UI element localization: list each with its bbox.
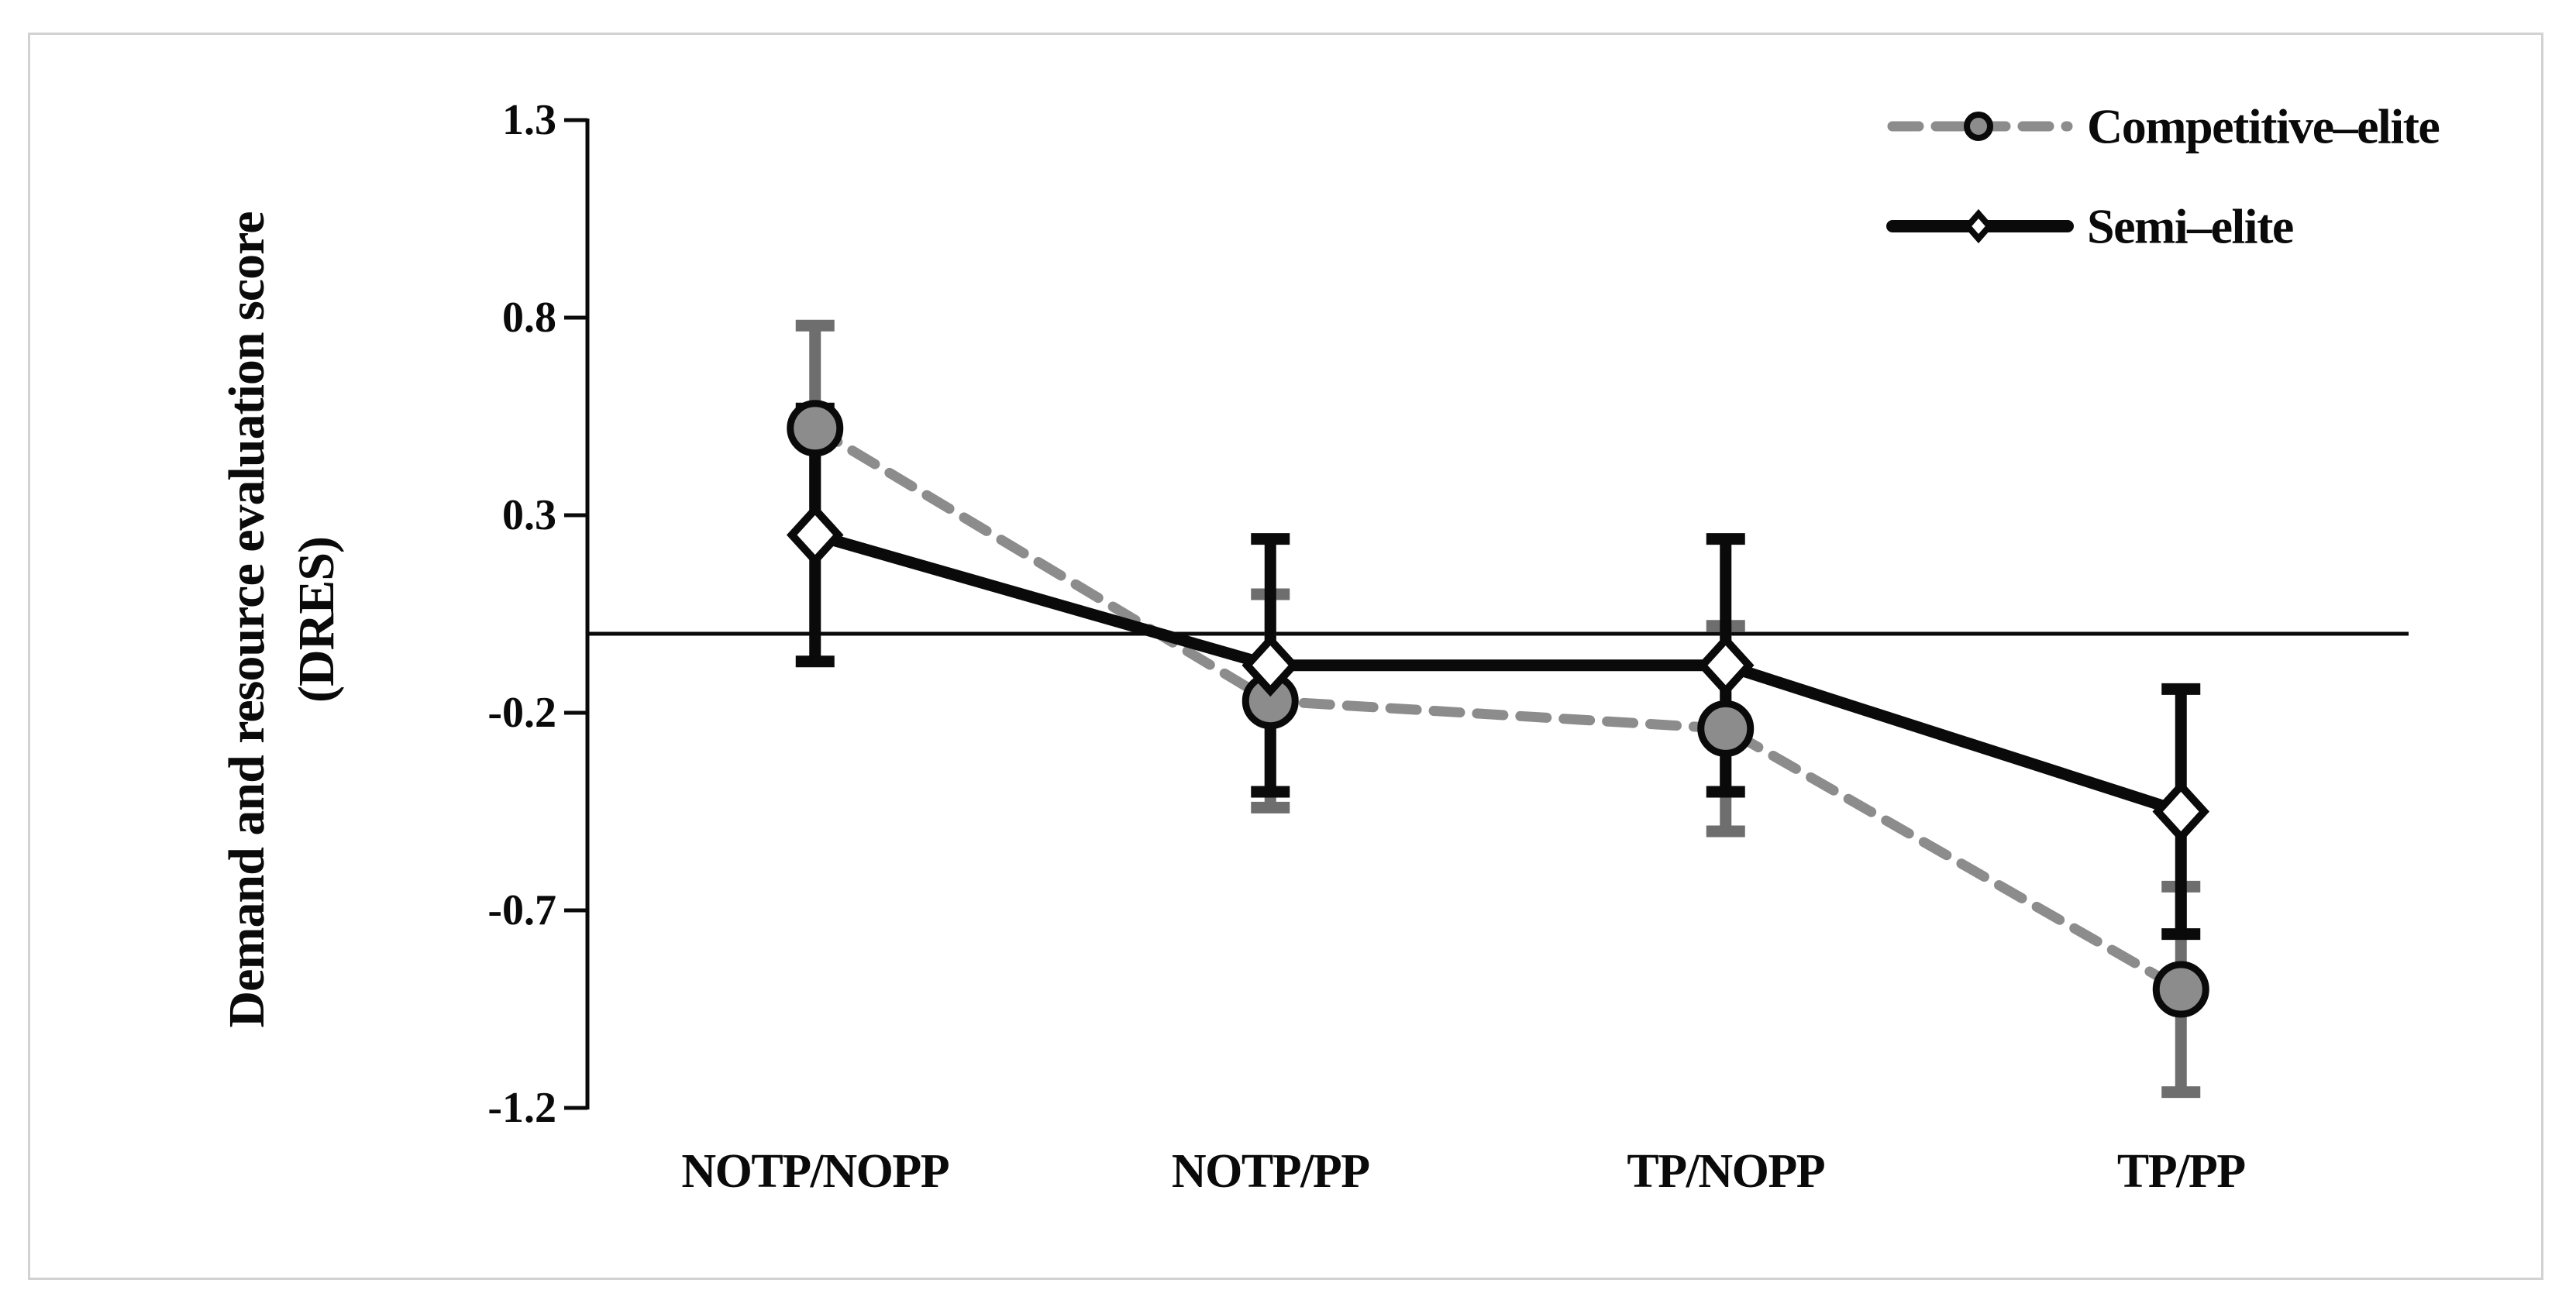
legend-competitive-label: Competitive–elite [2087, 99, 2439, 154]
legend: Competitive–elite Semi–elite [1886, 99, 2440, 254]
competitive-elite-line [810, 423, 2186, 995]
y-axis-title-line2: (DRES) [288, 537, 345, 703]
semi-elite-error-bars [795, 402, 2201, 941]
y-tick-label: 0.8 [502, 294, 556, 342]
x-category-label: NOTP/PP [1172, 1145, 1369, 1198]
x-category-label: TP/PP [2117, 1145, 2245, 1198]
marker-diamond [1696, 634, 1755, 697]
marker-circle [787, 400, 844, 457]
marker-circle [2152, 961, 2209, 1018]
y-tick-label: 0.3 [502, 491, 556, 539]
y-axis: 1.3 0.8 0.3 -0.2 -0.7 -1.2 [487, 96, 590, 1132]
y-axis-title: Demand and resource evaluation score (DRE… [219, 212, 345, 1028]
marker-circle [1697, 700, 1755, 757]
y-tick-label: -0.2 [487, 689, 556, 737]
y-tick-label: 1.3 [502, 96, 556, 144]
x-category-labels: NOTP/NOPP NOTP/PP TP/NOPP TP/PP [681, 1145, 2246, 1198]
x-category-label: NOTP/NOPP [681, 1145, 949, 1198]
marker-diamond [2152, 780, 2210, 843]
y-axis-title-line1: Demand and resource evaluation score [219, 212, 275, 1028]
semi-elite-markers [786, 504, 2210, 843]
legend-semi-label: Semi–elite [2087, 199, 2293, 254]
competitive-elite-error-bars [795, 319, 2201, 1099]
x-category-label: TP/NOPP [1627, 1145, 1824, 1198]
legend-semi-marker [1963, 208, 1994, 244]
semi-elite-line [809, 529, 2187, 817]
marker-diamond [786, 504, 844, 566]
marker-diamond [1242, 634, 1300, 697]
legend-competitive-marker [1964, 112, 1993, 141]
y-tick-label: -1.2 [487, 1084, 556, 1132]
competitive-elite-markers [787, 400, 2209, 1018]
y-tick-label: -0.7 [487, 886, 556, 934]
